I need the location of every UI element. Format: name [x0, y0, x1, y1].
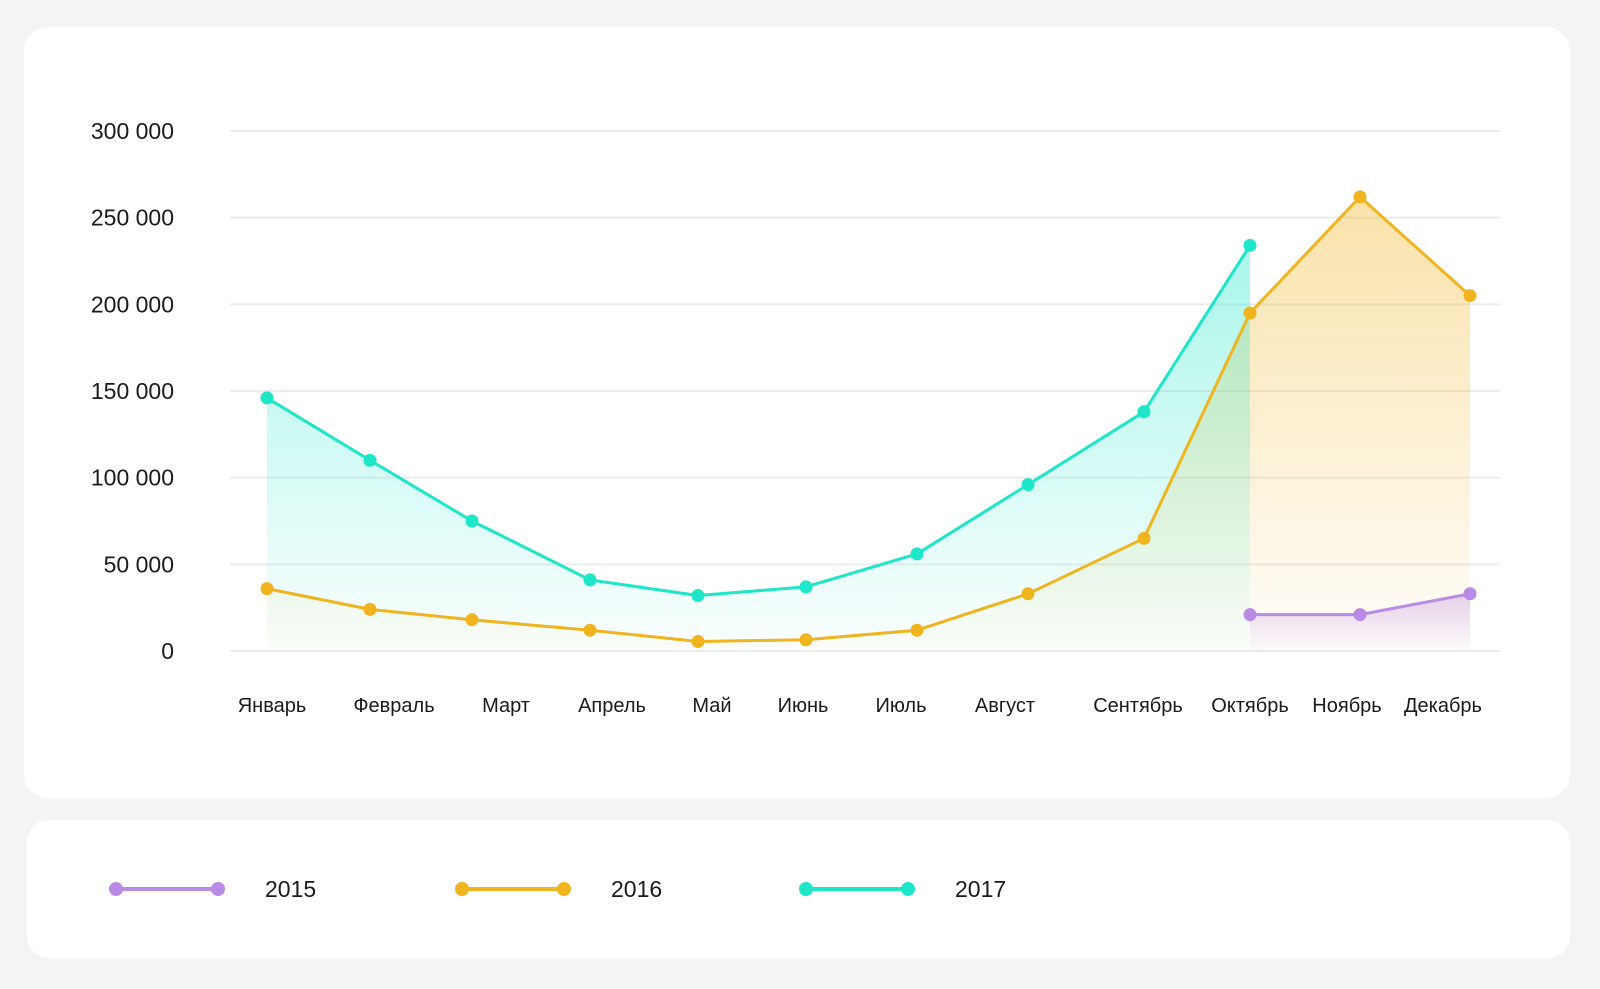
- x-tick-label: Август: [975, 695, 1035, 717]
- point-2017[interactable]: [1137, 405, 1151, 419]
- point-2016[interactable]: [260, 582, 274, 596]
- x-tick-label: Октябрь: [1211, 695, 1289, 717]
- legend-label-2015: 2015: [265, 875, 317, 902]
- point-2016[interactable]: [465, 613, 479, 627]
- x-tick-label: Март: [482, 695, 530, 717]
- point-2015[interactable]: [1243, 608, 1257, 622]
- y-tick-label: 100 000: [91, 465, 174, 491]
- x-tick-label: Апрель: [578, 695, 646, 717]
- point-2017[interactable]: [1021, 478, 1035, 492]
- legend-label-2016: 2016: [611, 875, 663, 902]
- series-points: [260, 190, 1477, 648]
- legend-item-2017: 2017: [799, 820, 1006, 958]
- x-tick-label: Февраль: [353, 695, 434, 717]
- legend-item-2015: 2015: [109, 820, 316, 958]
- point-2016[interactable]: [799, 633, 813, 647]
- legend-swatch-2015: [109, 882, 225, 896]
- point-2017[interactable]: [465, 514, 479, 528]
- point-2016[interactable]: [1243, 306, 1257, 320]
- point-2017[interactable]: [910, 547, 924, 561]
- point-2017[interactable]: [260, 391, 274, 405]
- chart-card: 0 50 000 100 000 150 000 200 000 250 000 300 0…: [24, 27, 1570, 798]
- legend-swatch-2017: [799, 882, 915, 896]
- x-axis: Январь Февраль Март Апрель Май Июнь Июль Август…: [238, 695, 1482, 717]
- y-tick-label: 250 000: [91, 205, 174, 231]
- y-tick-label: 300 000: [91, 118, 174, 144]
- y-tick-label: 150 000: [91, 378, 174, 404]
- area-2017: [267, 245, 1250, 651]
- point-2016[interactable]: [1137, 531, 1151, 545]
- point-2017[interactable]: [799, 580, 813, 594]
- series-areas: [267, 196, 1470, 651]
- x-tick-label: Май: [692, 695, 731, 717]
- legend: 2015 2016 2017: [27, 820, 1570, 958]
- y-axis: 0 50 000 100 000 150 000 200 000 250 000 300 0…: [91, 118, 174, 664]
- point-2017[interactable]: [1243, 238, 1257, 252]
- point-2017[interactable]: [363, 453, 377, 467]
- legend-swatch-2016: [455, 882, 571, 896]
- line-2016: [265, 195, 1472, 643]
- point-2017[interactable]: [583, 573, 597, 587]
- x-tick-label: Сентябрь: [1093, 695, 1183, 717]
- point-2016[interactable]: [583, 623, 597, 637]
- x-tick-label: Январь: [238, 695, 307, 717]
- point-2015[interactable]: [1463, 587, 1477, 601]
- legend-item-2016: 2016: [455, 820, 662, 958]
- point-2016[interactable]: [363, 602, 377, 616]
- x-tick-label: Июнь: [778, 695, 829, 717]
- point-2016[interactable]: [910, 623, 924, 637]
- legend-label-2017: 2017: [955, 875, 1007, 902]
- x-tick-label: Ноябрь: [1312, 695, 1381, 717]
- y-tick-label: 50 000: [104, 551, 174, 577]
- x-tick-label: Декабрь: [1404, 695, 1482, 717]
- point-2017[interactable]: [691, 589, 705, 603]
- y-tick-label: 200 000: [91, 291, 174, 317]
- line-2017: [265, 243, 1252, 598]
- point-2016[interactable]: [1021, 587, 1035, 601]
- point-2016[interactable]: [1463, 289, 1477, 303]
- point-2016[interactable]: [1353, 190, 1367, 204]
- line-chart: 0 50 000 100 000 150 000 200 000 250 000 300 0…: [91, 118, 1500, 717]
- y-tick-label: 0: [161, 638, 174, 664]
- point-2015[interactable]: [1353, 608, 1367, 622]
- x-tick-label: Июль: [875, 695, 926, 717]
- point-2016[interactable]: [691, 634, 705, 648]
